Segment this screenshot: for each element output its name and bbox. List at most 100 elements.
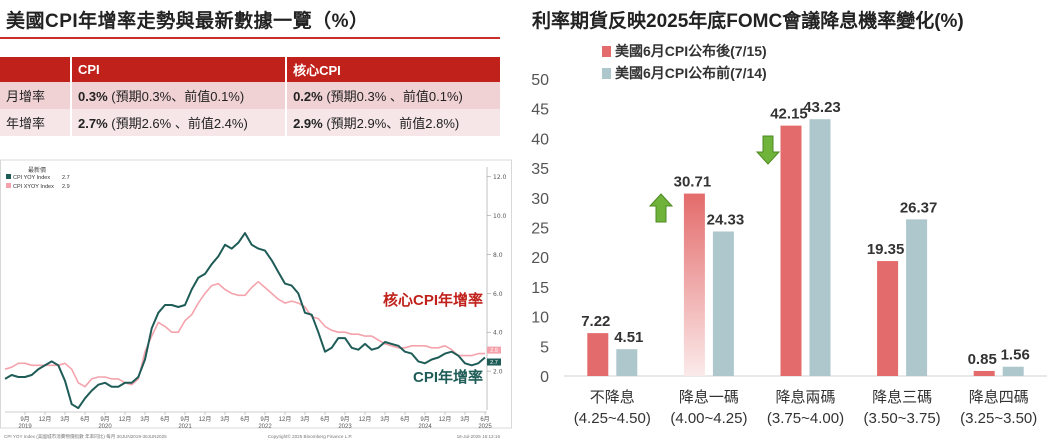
bar-before-cpi bbox=[1002, 366, 1024, 376]
y-tick-label: 35 bbox=[531, 161, 549, 178]
row-label: 月增率 bbox=[0, 82, 71, 109]
cpi-line-chart: 12.0 10.0 8.0 6.0 4.0 2.0 9月 12月 3月 6月 9月 12月 3月 6月 9月… bbox=[0, 159, 512, 440]
y-tick-label: 30 bbox=[531, 191, 549, 208]
x-tick-label: 12月 bbox=[279, 416, 292, 423]
y-tick-label: 5 bbox=[540, 339, 549, 356]
core-last-value-label: 2.9 bbox=[490, 348, 498, 354]
table-header-blank bbox=[0, 57, 71, 82]
chart-footer-source: CPI YOY Index (美國城市消費物價指數 年率同比) 每月 30JUN… bbox=[4, 433, 167, 440]
cpi-table: CPI 核心CPI 月增率 0.3% (預期0.3%、前值0.1%) 0.2% … bbox=[0, 57, 500, 136]
cell-value: 2.9% bbox=[293, 116, 323, 131]
category-sublabel: (3.75~4.00) bbox=[767, 410, 844, 427]
x-tick-label: 3月 bbox=[60, 416, 69, 423]
left-chart-title: 美國CPI年增率走勢與最新數據一覽（%） bbox=[6, 11, 369, 32]
x-tick-label: 12月 bbox=[39, 416, 52, 423]
y-tick-label: 8.0 bbox=[493, 252, 503, 259]
table-header-core-cpi: 核心CPI bbox=[285, 57, 500, 82]
cpi-annotation: CPI年增率 bbox=[413, 368, 483, 386]
bar-before-cpi bbox=[809, 119, 831, 376]
x-year-label: 2025 bbox=[478, 424, 492, 430]
legend-swatch bbox=[602, 68, 611, 79]
x-year-label: 2019 bbox=[18, 424, 32, 430]
x-tick-label: 9月 bbox=[340, 416, 349, 423]
y-tick-label: 15 bbox=[531, 280, 549, 297]
category-sublabel: (4.00~4.25) bbox=[670, 410, 747, 427]
x-tick-label: 6月 bbox=[400, 416, 409, 423]
core-last-value-badge bbox=[487, 346, 501, 354]
x-year-label: 2024 bbox=[418, 424, 432, 430]
x-tick-label: 12月 bbox=[359, 416, 372, 423]
category-label: 降息一碼 bbox=[679, 389, 739, 406]
y-tick-label: 20 bbox=[531, 250, 549, 267]
cell-value: 0.2% bbox=[293, 89, 323, 104]
table-row: 月增率 0.3% (預期0.3%、前值0.1%) 0.2% (預期0.3% 、前… bbox=[0, 82, 500, 109]
y-tick-label: 10 bbox=[531, 310, 549, 327]
down-arrow-icon bbox=[755, 135, 781, 165]
row-label: 年增率 bbox=[0, 109, 71, 136]
bar-value-label: 0.85 bbox=[968, 351, 997, 368]
bar-after-cpi bbox=[683, 193, 705, 376]
table-row: 年增率 2.7% (預期2.6% 、前值2.4%) 2.9% (預期2.9%、前… bbox=[0, 109, 500, 136]
x-year-label: 2022 bbox=[258, 424, 272, 430]
x-tick-label: 9月 bbox=[260, 416, 269, 423]
category-label: 降息三碼 bbox=[872, 389, 932, 406]
y-tick-label: 50 bbox=[531, 72, 549, 89]
category-sublabel: (4.25~4.50) bbox=[574, 410, 651, 427]
title-divider bbox=[0, 37, 500, 39]
category-label: 降息四碼 bbox=[969, 389, 1029, 406]
up-arrow-shape bbox=[648, 193, 674, 223]
category-sublabel: (3.50~3.75) bbox=[864, 410, 941, 427]
x-tick-label: 6月 bbox=[480, 416, 489, 423]
bar-before-cpi bbox=[712, 231, 734, 376]
bar-after-cpi bbox=[877, 261, 899, 376]
bar-value-label: 4.51 bbox=[614, 329, 643, 346]
x-tick-label: 12月 bbox=[119, 416, 132, 423]
bar-after-cpi bbox=[587, 333, 609, 376]
bar-value-label: 7.22 bbox=[581, 313, 610, 330]
x-year-label: 2020 bbox=[98, 424, 112, 430]
fomc-bar-chart: 0 5 10 15 20 25 30 35 40 45 50 美國6月CPI公布後(7/15) 美國6月… bbox=[531, 43, 1047, 427]
bar-before-cpi bbox=[616, 349, 638, 376]
legend-value: 2.7 bbox=[62, 175, 70, 181]
x-tick-label: 3月 bbox=[220, 416, 229, 423]
table-header-cpi: CPI bbox=[69, 57, 287, 82]
bar-value-label: 26.37 bbox=[900, 199, 938, 216]
cpi-last-value-badge bbox=[487, 358, 501, 366]
y-tick-label: 0 bbox=[540, 369, 549, 386]
legend-entry: CPI YOY Index bbox=[13, 175, 50, 181]
bar-value-label: 19.35 bbox=[867, 241, 905, 258]
right-chart-title: 利率期貨反映2025年底FOMC會議降息機率變化(%) bbox=[532, 11, 964, 32]
x-tick-label: 6月 bbox=[80, 416, 89, 423]
bar-after-cpi bbox=[973, 370, 995, 376]
y-tick-label: 25 bbox=[531, 221, 549, 238]
legend-value: 2.9 bbox=[62, 184, 70, 190]
category-label: 不降息 bbox=[590, 389, 635, 406]
core-cpi-yoy-line bbox=[4, 280, 485, 388]
cpi-yoy-line bbox=[4, 232, 486, 410]
y-tick-label: 6.0 bbox=[493, 291, 503, 298]
table-header-row: CPI 核心CPI bbox=[0, 57, 500, 82]
cell-note: (預期2.6% 、前值2.4%) bbox=[111, 116, 248, 131]
bar-value-label: 43.23 bbox=[803, 99, 841, 116]
x-tick-label: 9月 bbox=[420, 416, 429, 423]
cpi-last-value-label: 2.7 bbox=[490, 360, 498, 366]
x-tick-label: 9月 bbox=[20, 416, 29, 423]
x-tick-label: 3月 bbox=[460, 416, 469, 423]
table-cell-core: 0.2% (預期0.3% 、前值0.1%) bbox=[285, 82, 500, 109]
x-tick-label: 3月 bbox=[300, 416, 309, 423]
bar-value-label: 1.56 bbox=[1001, 347, 1030, 364]
cell-note: (預期0.3%、前值0.1%) bbox=[111, 89, 245, 104]
bar-before-cpi bbox=[906, 219, 928, 376]
x-tick-label: 9月 bbox=[180, 416, 189, 423]
y-tick-label: 12.0 bbox=[493, 174, 507, 181]
x-year-label: 2023 bbox=[338, 424, 352, 430]
y-tick-label: 10.0 bbox=[493, 213, 507, 220]
cell-value: 2.7% bbox=[78, 116, 108, 131]
legend-swatch bbox=[6, 183, 11, 188]
x-tick-label: 3月 bbox=[140, 416, 149, 423]
bar-after-cpi bbox=[780, 125, 802, 376]
legend-title: 最新價 bbox=[28, 166, 46, 174]
cell-value: 0.3% bbox=[78, 89, 108, 104]
legend-swatch bbox=[6, 174, 11, 179]
chart-footer-copyright: Copyright© 2025 Bloomberg Finance L.P. bbox=[268, 433, 353, 439]
